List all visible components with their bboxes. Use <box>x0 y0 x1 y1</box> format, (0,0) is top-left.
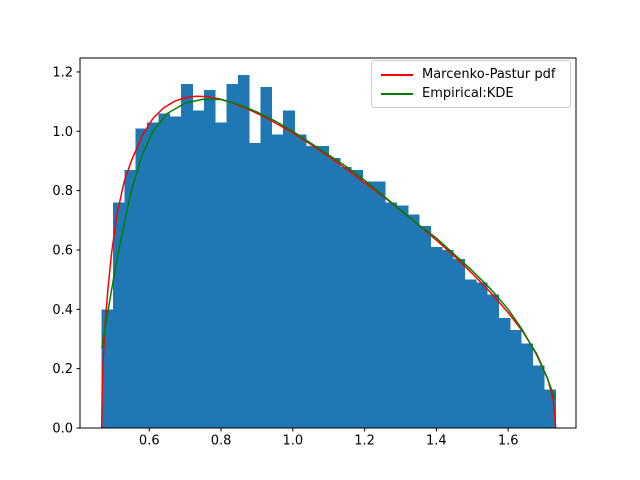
histogram-bar <box>498 318 511 428</box>
histogram-bar <box>181 83 193 428</box>
histogram-bar <box>453 258 466 428</box>
histogram-bar <box>385 202 397 428</box>
y-tick-label: 0.0 <box>52 422 73 437</box>
histogram-bar <box>532 365 545 428</box>
histogram-bar <box>192 110 205 429</box>
x-tick-label: 1.6 <box>498 434 519 449</box>
histogram-bar <box>249 143 261 428</box>
marcenko-pastur-curve <box>100 95 557 429</box>
histogram-bar <box>328 157 341 429</box>
histogram-bar <box>226 83 239 428</box>
y-tick-label: 0.6 <box>52 243 73 258</box>
histogram-bar <box>283 110 295 429</box>
histogram-bar <box>464 279 477 428</box>
legend-label-marcenko-pastur: Marcenko-Pastur pdf <box>422 67 556 82</box>
histogram-bar <box>419 226 432 428</box>
y-tick-label: 1.0 <box>52 125 73 140</box>
y-tick-label: 0.8 <box>52 184 73 199</box>
legend: Marcenko-Pastur pdf Empirical:KDE <box>371 60 571 108</box>
legend-line-green <box>381 92 413 95</box>
histogram-bar <box>339 166 352 428</box>
histogram-bar <box>362 181 375 428</box>
histogram-bar <box>113 202 125 428</box>
legend-line-red <box>381 73 413 76</box>
y-tick-label: 0.2 <box>52 362 73 377</box>
histogram-bar <box>396 205 409 428</box>
histogram-bar <box>430 247 443 428</box>
histogram-bar <box>135 128 148 428</box>
y-tick-label: 1.2 <box>52 65 73 80</box>
y-tick-label: 0.4 <box>52 303 73 318</box>
histogram-bar <box>124 169 137 429</box>
histogram-bar <box>260 86 273 428</box>
legend-item-marcenko-pastur: Marcenko-Pastur pdf <box>381 65 562 84</box>
histogram-bar <box>237 74 250 428</box>
histogram-bar <box>521 343 534 428</box>
histogram-bar <box>271 134 284 428</box>
legend-item-empirical-kde: Empirical:KDE <box>381 84 562 103</box>
histogram-bar <box>373 181 386 428</box>
histogram-bar <box>317 146 329 428</box>
x-tick-label: 0.8 <box>211 434 232 449</box>
kde-curve <box>101 98 556 400</box>
histogram-bar <box>510 330 522 428</box>
x-tick-label: 1.4 <box>426 434 447 449</box>
histogram-bar <box>305 146 318 428</box>
histogram-bar <box>475 282 488 428</box>
histogram-bar <box>407 214 420 428</box>
x-tick-label: 1.2 <box>354 434 375 449</box>
histogram-bar <box>203 89 216 428</box>
histogram-bar <box>147 122 159 428</box>
legend-label-empirical-kde: Empirical:KDE <box>422 86 514 101</box>
histogram-bar <box>215 122 227 428</box>
axes-spines <box>79 57 577 429</box>
histogram-bar <box>158 113 171 429</box>
histogram-bar <box>169 116 182 428</box>
histogram-bar <box>441 249 454 428</box>
x-tick-label: 0.6 <box>139 434 160 449</box>
histogram-bar <box>351 169 363 429</box>
x-tick-label: 1.0 <box>282 434 303 449</box>
histogram-bar <box>544 389 556 428</box>
histogram-bar <box>294 134 307 428</box>
histogram-bar <box>487 294 500 428</box>
histogram-bar <box>101 309 114 428</box>
